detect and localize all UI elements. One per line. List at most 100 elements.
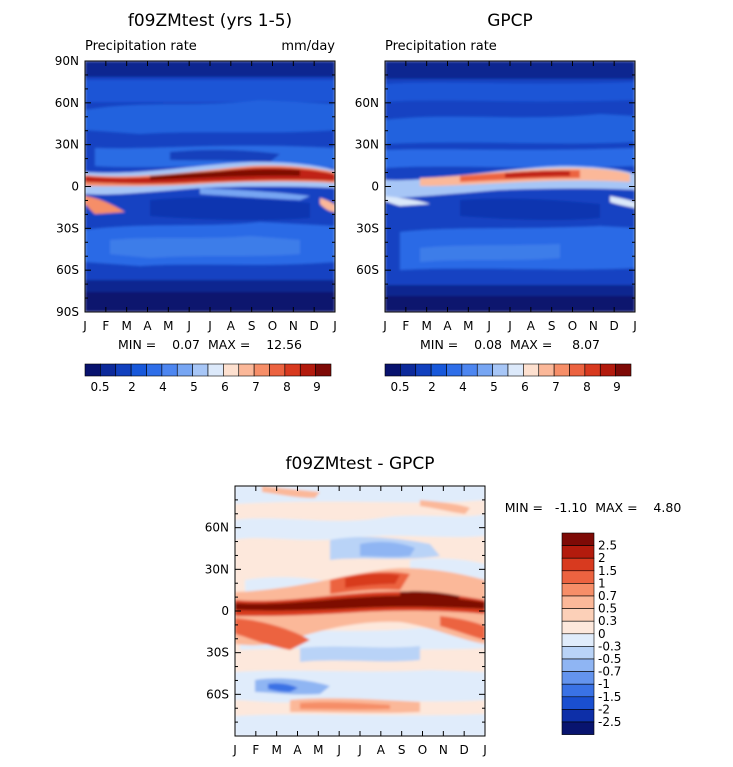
colorbar-swatch — [561, 683, 595, 698]
colorbar-swatch — [192, 363, 209, 377]
colorbar-swatch — [430, 363, 447, 377]
panel-obs-y-axis: 60N 30N 0 30S 60S — [355, 96, 379, 277]
colorbar-swatch — [561, 532, 595, 546]
y-tick-label: 90S — [56, 305, 79, 319]
colorbar-swatch — [561, 620, 595, 635]
panel-model-colorbar: 0.5 2 4 5 6 7 8 9 — [84, 363, 332, 394]
panel-obs-field — [385, 61, 635, 312]
colorbar-label: 4 — [459, 380, 467, 394]
panel-obs-ticks — [384, 60, 636, 313]
panel-diff-y-axis: 60N 30N 0 30S 60S — [205, 521, 229, 702]
colorbar-swatch — [584, 363, 601, 377]
colorbar-swatch — [476, 363, 493, 377]
colorbar-label: 0.5 — [90, 380, 109, 394]
panel-model-units-label: mm/day — [281, 39, 335, 54]
colorbar-label: 0.5 — [598, 602, 617, 616]
colorbar-label: 2 — [428, 380, 436, 394]
colorbar-label: -1 — [598, 677, 610, 691]
x-tick-label: M — [121, 319, 131, 333]
y-tick-label: 30N — [355, 138, 379, 152]
x-tick-label: A — [293, 743, 302, 757]
x-tick-label: J — [632, 319, 637, 333]
colorbar-swatch — [561, 608, 595, 622]
y-tick-label: 0 — [71, 180, 79, 194]
x-tick-label: J — [357, 743, 362, 757]
colorbar-label: -2 — [598, 702, 610, 716]
colorbar-label: 8 — [283, 380, 291, 394]
y-tick-label: 30S — [206, 646, 229, 660]
x-tick-label: A — [443, 319, 452, 333]
x-tick-label: M — [463, 319, 473, 333]
x-tick-label: N — [589, 319, 598, 333]
colorbar-label: 5 — [490, 380, 498, 394]
panel-diff: f09ZMtest - GPCP — [205, 454, 682, 757]
colorbar-swatch — [146, 363, 163, 377]
colorbar-label: 1 — [598, 576, 606, 590]
colorbar-label: 6 — [221, 380, 229, 394]
colorbar-swatch — [253, 363, 270, 377]
y-tick-label: 60N — [205, 521, 229, 535]
colorbar-swatch — [561, 557, 595, 572]
colorbar-label: 0.7 — [598, 589, 617, 603]
colorbar-label: 0.3 — [598, 614, 617, 628]
colorbar-swatch — [561, 570, 595, 584]
colorbar-label: -2.5 — [598, 715, 621, 729]
x-tick-label: F — [402, 319, 409, 333]
y-tick-label: 60S — [206, 687, 229, 701]
y-tick-label: 0 — [371, 180, 379, 194]
x-tick-label: J — [486, 319, 491, 333]
y-tick-label: 60S — [356, 263, 379, 277]
x-tick-label: D — [610, 319, 619, 333]
colorbar-swatch — [561, 633, 595, 647]
colorbar-label: 9 — [313, 380, 321, 394]
colorbar-label: 0.5 — [390, 380, 409, 394]
panel-model-ticks — [84, 60, 336, 313]
x-tick-label: S — [398, 743, 406, 757]
colorbar-swatch — [299, 363, 316, 377]
colorbar-swatch — [384, 363, 401, 377]
x-tick-label: D — [310, 319, 319, 333]
colorbar-swatch — [569, 363, 586, 377]
panel-diff-ticks — [234, 485, 486, 737]
y-tick-label: 30N — [205, 562, 229, 576]
colorbar-swatch — [223, 363, 240, 377]
colorbar-swatch — [507, 363, 524, 377]
x-tick-label: M — [271, 743, 281, 757]
colorbar-swatch — [161, 363, 178, 377]
colorbar-swatch — [269, 363, 286, 377]
colorbar-label: 2 — [128, 380, 136, 394]
x-tick-label: J — [207, 319, 212, 333]
colorbar-swatch — [561, 658, 595, 672]
colorbar-swatch — [561, 671, 595, 685]
x-tick-label: A — [143, 319, 152, 333]
colorbar-swatch — [100, 363, 117, 377]
colorbar-swatch — [492, 363, 509, 377]
colorbar-swatch — [446, 363, 463, 377]
y-tick-label: 30S — [356, 221, 379, 235]
y-tick-label: 60N — [355, 96, 379, 110]
x-tick-label: D — [460, 743, 469, 757]
colorbar-label: 2.5 — [598, 539, 617, 553]
colorbar-swatch — [561, 721, 595, 735]
colorbar-swatch — [553, 363, 570, 377]
x-tick-label: O — [268, 319, 277, 333]
panel-diff-title: f09ZMtest - GPCP — [285, 454, 434, 474]
panel-diff-stats: MIN = -1.10 MAX = 4.80 — [505, 500, 682, 515]
colorbar-label: 8 — [583, 380, 591, 394]
colorbar-label: 7 — [552, 380, 560, 394]
panel-obs-stats: MIN = 0.08 MAX = 8.07 — [420, 337, 600, 352]
colorbar-swatch — [415, 363, 432, 377]
x-tick-label: J — [382, 319, 387, 333]
panel-obs-title: GPCP — [487, 11, 533, 31]
colorbar-label: -0.3 — [598, 639, 621, 653]
panel-obs: GPCP Precipitation rate — [355, 11, 637, 394]
x-tick-label: F — [252, 743, 259, 757]
colorbar-swatch — [561, 646, 595, 660]
colorbar-label: 2 — [598, 551, 606, 565]
colorbar-swatch — [84, 363, 101, 377]
x-tick-label: M — [421, 319, 431, 333]
